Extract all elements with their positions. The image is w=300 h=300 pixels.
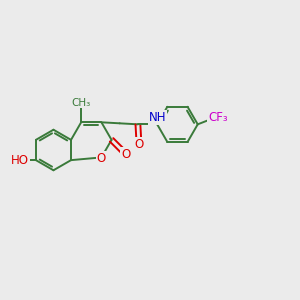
Text: O: O bbox=[97, 152, 106, 165]
Text: NH: NH bbox=[149, 111, 167, 124]
Text: CH₃: CH₃ bbox=[71, 98, 91, 108]
Text: CF₃: CF₃ bbox=[208, 111, 227, 124]
Text: O: O bbox=[121, 148, 130, 160]
Text: O: O bbox=[134, 137, 144, 151]
Text: HO: HO bbox=[11, 154, 29, 166]
